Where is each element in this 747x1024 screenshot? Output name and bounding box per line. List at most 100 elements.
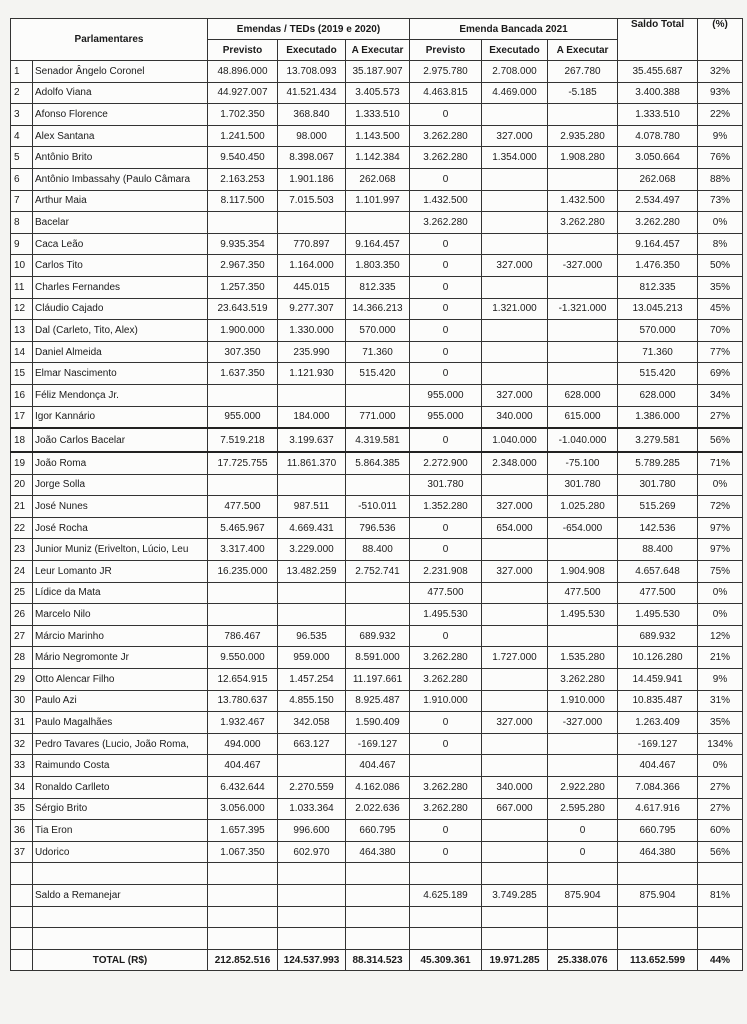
cell: 73%: [697, 189, 744, 213]
cell: 13.045.213: [617, 297, 699, 321]
cell: 13.708.093: [277, 60, 346, 83]
row-name: [32, 927, 208, 950]
cell: 660.795: [617, 819, 699, 842]
row-name: Udorico: [32, 840, 208, 864]
row-index: 24: [10, 560, 33, 583]
cell: 3.050.664: [617, 146, 699, 169]
row-name: João Carlos Bacelar: [32, 427, 208, 454]
cell: [481, 732, 548, 756]
cell: [207, 905, 278, 929]
row-index: 35: [10, 797, 33, 821]
row-index: 10: [10, 254, 33, 277]
cell: 3.229.000: [277, 538, 346, 562]
cell: 9%: [697, 124, 744, 148]
cell: 0: [409, 624, 482, 648]
row-index: 7: [10, 189, 33, 213]
cell: 4.855.150: [277, 689, 346, 713]
cell: 1.352.280: [409, 495, 482, 518]
cell: [409, 754, 482, 777]
cell: 1.354.000: [481, 146, 548, 169]
row-index: 27: [10, 624, 33, 648]
table-row: 10 Carlos Tito 2.967.350 1.164.000 1.803.350…: [10, 254, 744, 277]
cell: 0%: [697, 603, 744, 626]
cell: 113.652.599: [617, 948, 699, 972]
cell: [207, 862, 278, 885]
cell: 1.932.467: [207, 711, 278, 734]
cell: 2.708.000: [481, 60, 548, 83]
cell: 71.360: [345, 340, 410, 364]
row-index: 18: [10, 427, 33, 454]
cell: 7.519.218: [207, 427, 278, 454]
cell: 689.932: [345, 624, 410, 648]
cell: 327.000: [481, 495, 548, 518]
cell: 3.262.280: [409, 146, 482, 169]
cell: [481, 538, 548, 562]
cell: [277, 883, 346, 907]
cell: 3.317.400: [207, 538, 278, 562]
cell: 404.467: [345, 754, 410, 777]
table-row: 20 Jorge Solla 301.780 301.780 301.780 0%: [10, 473, 744, 497]
cell: 4.078.780: [617, 124, 699, 148]
cell: 19.971.285: [481, 948, 548, 972]
cell: [546, 167, 619, 191]
row-name: TOTAL (R$): [32, 948, 208, 972]
cell: [345, 581, 410, 605]
cell: 1.910.000: [546, 689, 619, 713]
cell: 1.590.409: [345, 711, 410, 734]
cell: [481, 668, 548, 691]
cell: 6.432.644: [207, 776, 278, 799]
cell: [546, 927, 619, 950]
row-index: [10, 883, 33, 907]
cell: [277, 862, 346, 885]
table-row: 9 Caca Leão 9.935.354 770.897 9.164.457 0 9.16…: [10, 232, 744, 256]
cell: [277, 927, 346, 950]
row-name: Caca Leão: [32, 232, 208, 256]
row-index: [10, 905, 33, 929]
table-row: 35 Sérgio Brito 3.056.000 1.033.364 2.022.63…: [10, 797, 744, 821]
table: Parlamentares Emendas / TEDs (2019 e 202…: [10, 18, 744, 972]
cell: [345, 383, 410, 407]
cell: 1.263.409: [617, 711, 699, 734]
cell: 628.000: [546, 383, 619, 407]
cell: 301.780: [617, 473, 699, 497]
cell: 3.262.280: [617, 211, 699, 234]
cell: 955.000: [409, 383, 482, 407]
cell: 5.864.385: [345, 451, 410, 475]
cell: 404.467: [617, 754, 699, 777]
cell: 22%: [697, 103, 744, 126]
row-name: Ronaldo Carlleto: [32, 776, 208, 799]
cell: 0: [409, 103, 482, 126]
cell: [409, 862, 482, 885]
cell: 464.380: [617, 840, 699, 864]
cell: 602.970: [277, 840, 346, 864]
row-name: Tia Eron: [32, 819, 208, 842]
row-index: 30: [10, 689, 33, 713]
cell: 98.000: [277, 124, 346, 148]
cell: 1.900.000: [207, 319, 278, 342]
cell: 27%: [697, 797, 744, 821]
cell: 1.143.500: [345, 124, 410, 148]
row-index: 36: [10, 819, 33, 842]
row-index: 25: [10, 581, 33, 605]
cell: 494.000: [207, 732, 278, 756]
cell: 72%: [697, 495, 744, 518]
cell: 770.897: [277, 232, 346, 256]
cell: [546, 340, 619, 364]
cell: 1.727.000: [481, 646, 548, 670]
cell: 570.000: [345, 319, 410, 342]
cell: 1.025.280: [546, 495, 619, 518]
cell: [409, 905, 482, 929]
sub-header: Previsto: [409, 39, 482, 61]
cell: -169.127: [345, 732, 410, 756]
sub-header: Executado: [277, 39, 346, 61]
row-index: 12: [10, 297, 33, 321]
cell: 0: [546, 840, 619, 864]
cell: [481, 862, 548, 885]
row-name: José Nunes: [32, 495, 208, 518]
cell: 660.795: [345, 819, 410, 842]
cell: [617, 862, 699, 885]
cell: [345, 211, 410, 234]
cell: 0: [409, 711, 482, 734]
table-row: [10, 927, 744, 950]
cell: 25.338.076: [546, 948, 619, 972]
